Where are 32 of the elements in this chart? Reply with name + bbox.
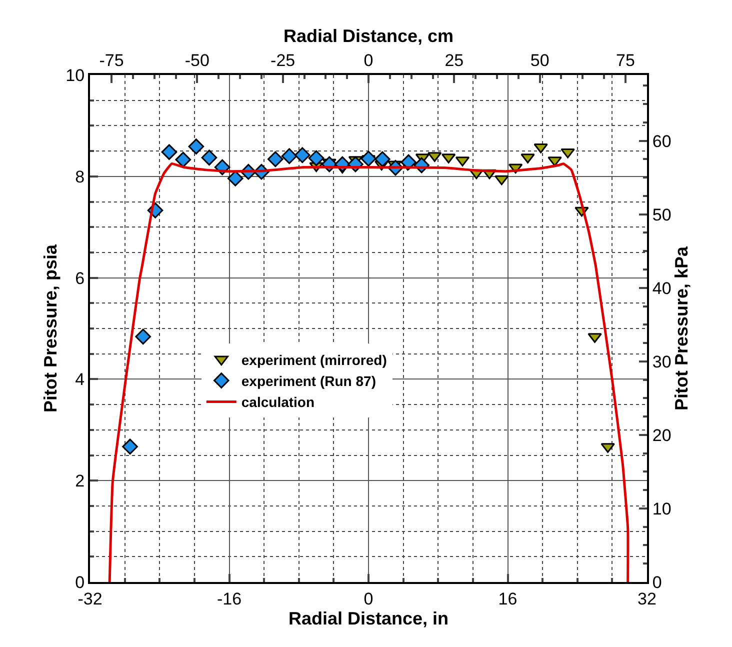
y2-tick-label: 30: [652, 352, 672, 372]
y2-tick-label: 20: [652, 426, 672, 445]
y2-tick-label: 40: [652, 278, 672, 298]
x2-tick-label: -50: [184, 51, 210, 70]
legend-label: experiment (mirrored): [241, 352, 387, 368]
y2-tick-label: 60: [652, 132, 672, 151]
y-axis-title: Pitot Pressure, psia: [40, 243, 60, 413]
y2-tick-label: 0: [652, 572, 662, 592]
x2-tick-label: 75: [616, 51, 635, 70]
legend-label: calculation: [241, 394, 315, 410]
y-tick-label: 8: [75, 167, 85, 186]
y2-axis-title: Pitot Pressure, kPa: [671, 245, 692, 411]
y2-tick-label: 50: [652, 205, 672, 224]
y-tick-label: 0: [75, 572, 85, 592]
y-tick-label: 2: [75, 472, 85, 491]
legend-label: experiment (Run 87): [241, 372, 376, 389]
x2-tick-label: 50: [530, 51, 550, 70]
x2-axis-title: Radial Distance, cm: [283, 26, 454, 46]
x2-tick-label: 25: [444, 51, 464, 70]
x2-tick-label: -75: [99, 51, 124, 70]
x2-tick-label: -25: [270, 51, 296, 70]
x-tick-label: 16: [498, 589, 518, 608]
y-tick-label: 6: [75, 268, 85, 288]
x-tick-label: -32: [78, 589, 102, 608]
y-tick-label: 10: [66, 66, 85, 85]
x2-tick-label: 0: [364, 51, 374, 70]
x-axis-title: Radial Distance, in: [288, 608, 449, 628]
x-tick-label: 0: [364, 589, 374, 608]
y-tick-label: 4: [75, 370, 85, 390]
x-tick-label: -16: [216, 589, 242, 608]
x-tick-label: 32: [638, 589, 656, 608]
y2-tick-label: 10: [652, 499, 672, 518]
